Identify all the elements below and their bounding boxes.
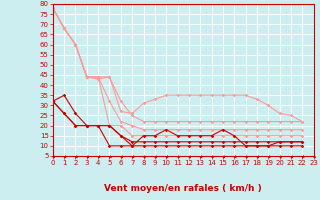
X-axis label: Vent moyen/en rafales ( km/h ): Vent moyen/en rafales ( km/h ) <box>104 184 262 193</box>
